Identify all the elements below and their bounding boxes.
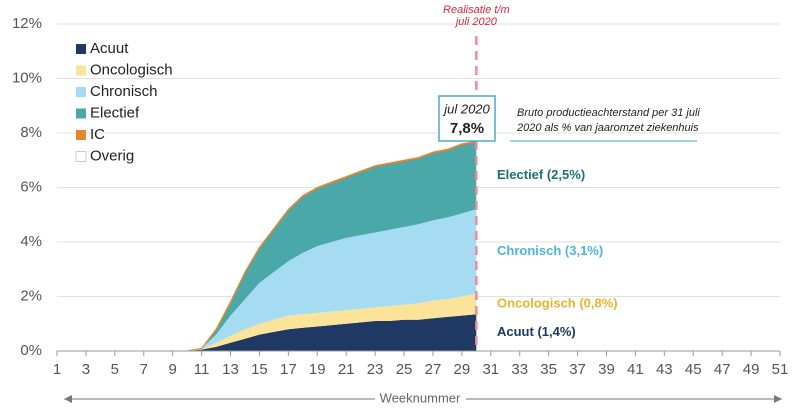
- x-tick-label: 21: [338, 361, 355, 378]
- callout-value: 7,8%: [450, 120, 484, 137]
- y-tick-label: 2%: [20, 287, 42, 304]
- legend-label: IC: [90, 126, 105, 143]
- x-tick-label: 27: [425, 361, 442, 378]
- x-tick-label: 9: [169, 361, 177, 378]
- legend-label: Chronisch: [90, 83, 158, 100]
- x-tick-label: 13: [222, 361, 239, 378]
- x-tick-label: 31: [482, 361, 499, 378]
- legend-label: Electief: [90, 104, 140, 121]
- x-tick-label: 5: [111, 361, 119, 378]
- x-tick-label: 35: [540, 361, 557, 378]
- area: [187, 142, 477, 351]
- y-tick-label: 8%: [20, 124, 42, 141]
- reference-label: Realisatie t/m: [443, 4, 510, 16]
- x-tick-label: 45: [685, 361, 702, 378]
- x-tick-label: 7: [140, 361, 148, 378]
- series-annotation: Acuut (1,4%): [497, 324, 576, 339]
- y-tick-label: 6%: [20, 178, 42, 195]
- x-tick-label: 3: [82, 361, 90, 378]
- x-tick-label: 39: [598, 361, 615, 378]
- legend-swatch: [76, 87, 86, 97]
- legend-swatch: [76, 130, 86, 140]
- note: 2020 als % van jaaromzet ziekenhuis: [516, 122, 699, 134]
- x-tick-label: 15: [251, 361, 268, 378]
- y-tick-label: 12%: [12, 15, 42, 32]
- y-tick-label: 0%: [20, 342, 42, 359]
- series-annotation: Electief (2,5%): [497, 167, 585, 182]
- x-tick-label: 1: [53, 361, 61, 378]
- x-axis-label: Weeknummer: [380, 390, 461, 405]
- legend-swatch: [76, 108, 86, 119]
- area: [187, 293, 477, 351]
- x-tick-label: 49: [743, 361, 760, 378]
- x-tick-label: 23: [367, 361, 384, 378]
- legend-swatch: [75, 151, 87, 162]
- area: [187, 314, 477, 351]
- legend-label: Oncologisch: [90, 61, 173, 78]
- series-annotation: Oncologisch (0,8%): [497, 295, 618, 310]
- legend-label: Acuut: [90, 40, 129, 57]
- series-annotation: Chronisch (3,1%): [497, 243, 603, 258]
- legend-swatch: [76, 65, 86, 76]
- x-tick-label: 41: [627, 361, 644, 378]
- x-tick-label: 11: [194, 361, 210, 378]
- x-tick-label: 33: [511, 361, 528, 378]
- x-tick-label: 25: [396, 361, 413, 378]
- callout-date: jul 2020: [442, 101, 490, 116]
- x-tick-label: 19: [309, 361, 326, 378]
- x-tick-label: 29: [454, 361, 471, 378]
- area: [187, 209, 477, 351]
- y-tick-label: 4%: [20, 233, 42, 250]
- note: Bruto productieachterstand per 31 juli: [517, 107, 700, 119]
- reference-label: juli 2020: [454, 16, 498, 28]
- callout-box: [438, 95, 496, 142]
- legend-swatch: [76, 44, 86, 54]
- y-tick-label: 10%: [12, 69, 42, 86]
- x-tick-label: 37: [569, 361, 586, 378]
- x-tick-label: 43: [656, 361, 673, 378]
- x-tick-label: 17: [280, 361, 297, 378]
- x-tick-label: 47: [714, 361, 731, 378]
- x-tick-label: 51: [772, 361, 789, 378]
- legend-label: Overig: [90, 147, 134, 164]
